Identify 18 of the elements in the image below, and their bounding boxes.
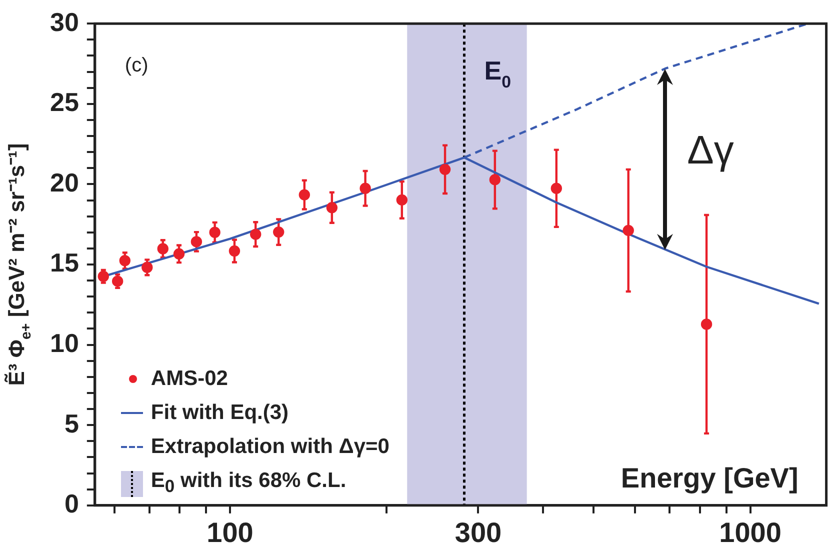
legend-label: AMS-02: [150, 366, 228, 392]
annotation: Δγ: [687, 128, 734, 173]
x-axis-title: Energy [GeV]: [620, 462, 798, 494]
y-tick-label: 25: [50, 87, 79, 118]
annotation: (c): [124, 54, 148, 77]
y-tick-label: 20: [50, 167, 79, 198]
y-tick-label: 0: [64, 488, 79, 519]
y-tick-label: 30: [50, 6, 79, 37]
x-tick-label: 1000: [719, 516, 782, 548]
y-tick-label: 15: [50, 248, 79, 278]
y-tick-label: 10: [50, 328, 79, 358]
x-tick-label: 300: [454, 516, 502, 548]
legend-label: Fit with Eq.(3): [150, 400, 289, 426]
legend-label: Extrapolation with Δγ=0: [150, 434, 390, 460]
y-axis-title: Ẽ³ Φe+ [GeV² m⁻² sr⁻¹s⁻¹]: [4, 143, 35, 386]
y-tick-label: 5: [64, 408, 79, 438]
x-tick-label: 100: [206, 516, 254, 548]
band-label: E$_{0}$ with its 68% C.L.: [150, 468, 346, 498]
